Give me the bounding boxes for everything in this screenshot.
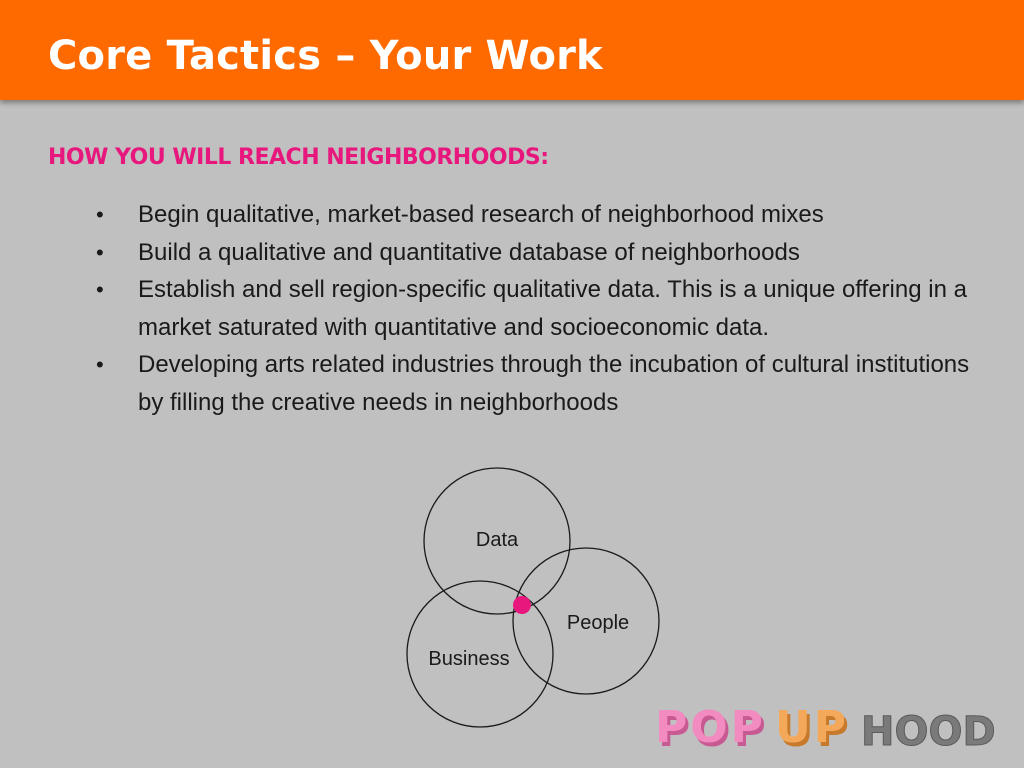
- venn-label-data: Data: [476, 529, 519, 551]
- bullet-text: Developing arts related industries throu…: [138, 351, 970, 416]
- bullet-item: • Begin qualitative, market-based resear…: [96, 196, 996, 234]
- popuphood-logo: POP POP UP UP HOOD: [655, 702, 996, 756]
- bullet-point-icon: •: [96, 239, 104, 265]
- venn-label-business: Business: [428, 648, 509, 670]
- logo-up: UP: [775, 702, 849, 753]
- logo-pop: POP: [655, 702, 766, 753]
- section-subheading: HOW YOU WILL REACH NEIGHBORHOODS:: [48, 145, 549, 170]
- bullet-text: Establish and sell region-specific quali…: [138, 276, 967, 341]
- bullet-point-icon: •: [96, 352, 104, 377]
- venn-center-dot: [513, 596, 531, 614]
- logo-pop-shadow: POP: [658, 706, 769, 756]
- bullet-point-icon: •: [96, 277, 104, 302]
- title-bar: Core Tactics – Your Work: [0, 0, 1024, 100]
- bullet-text: Build a qualitative and quantitative dat…: [138, 238, 800, 266]
- slide-title: Core Tactics – Your Work: [48, 33, 603, 79]
- venn-circle-data: [423, 467, 571, 615]
- bullet-item: • Developing arts related industries thr…: [96, 346, 996, 421]
- venn-circle-business: [406, 580, 554, 728]
- logo-hood: HOOD: [861, 709, 996, 755]
- bullet-point-icon: •: [96, 202, 104, 227]
- venn-circle-people: [512, 547, 660, 695]
- logo-up-shadow: UP: [778, 706, 852, 756]
- venn-diagram: Data People Business: [406, 467, 660, 728]
- bullet-list: • Begin qualitative, market-based resear…: [96, 196, 996, 421]
- bullet-item: • Establish and sell region-specific qua…: [96, 271, 996, 346]
- venn-label-people: People: [567, 612, 629, 634]
- bullet-item: • Build a qualitative and quantitative d…: [96, 234, 996, 272]
- bullet-text: Begin qualitative, market-based research…: [138, 201, 824, 228]
